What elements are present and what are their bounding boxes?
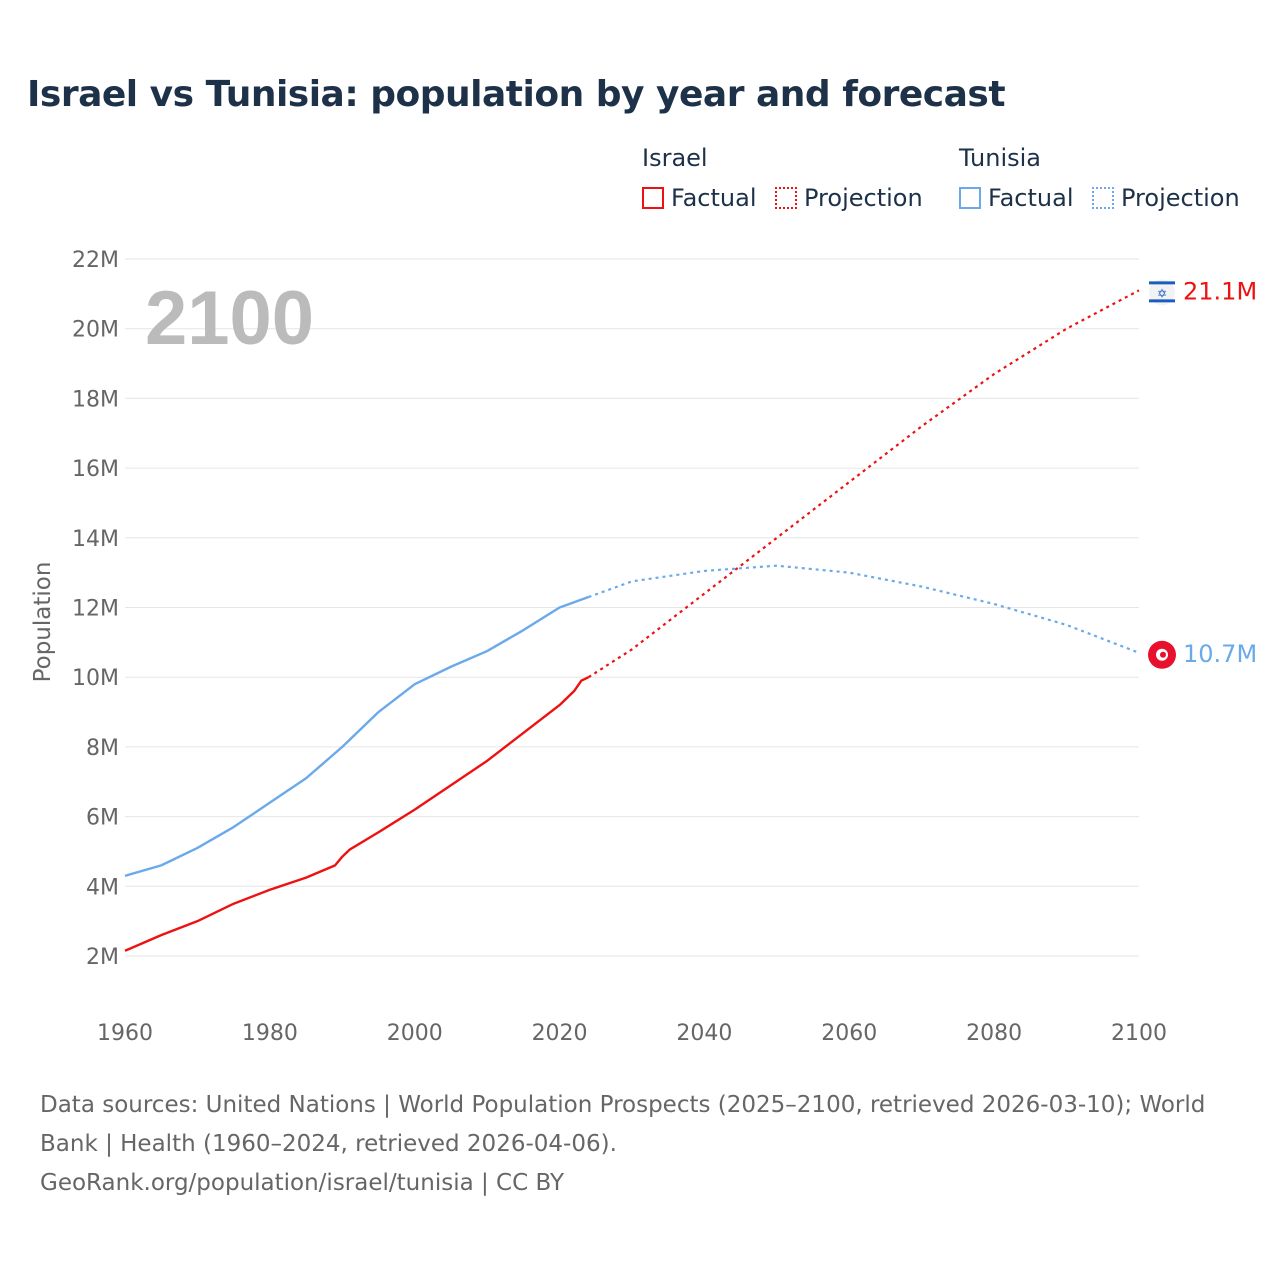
- star-of-david-icon: ✡: [1157, 286, 1167, 300]
- y-tick-label: 4M: [86, 875, 119, 900]
- series-israel-projection-line: [587, 289, 1140, 679]
- y-tick-label: 10M: [72, 666, 119, 691]
- y-tick-label: 2M: [86, 945, 119, 970]
- y-tick-label: 22M: [72, 248, 119, 273]
- y-tick-label: 6M: [86, 806, 119, 831]
- legend-tunisia-heading: Tunisia: [959, 144, 1041, 172]
- x-tick-label: 2000: [387, 1021, 443, 1046]
- legend-tunisia-factual[interactable]: Factual: [959, 184, 1074, 212]
- x-tick-label: 2100: [1111, 1021, 1167, 1046]
- y-tick-label: 20M: [72, 318, 119, 343]
- crescent-icon: [1160, 651, 1166, 658]
- chart-title: Israel vs Tunisia: population by year an…: [27, 74, 1006, 115]
- x-tick-label: 2080: [966, 1021, 1022, 1046]
- series-israel-factual-line: [124, 676, 590, 952]
- tunisia-flag-icon: [1148, 640, 1176, 669]
- series-tunisia-factual-line: [124, 595, 589, 877]
- y-tick-label: 16M: [72, 457, 119, 482]
- y-tick-label: 18M: [72, 387, 119, 412]
- legend-tunisia-projection[interactable]: Projection: [1092, 184, 1240, 212]
- flag-stripe: [1149, 299, 1175, 303]
- legend-label: Projection: [804, 184, 923, 212]
- series-tunisia-projection-line: [588, 564, 1140, 654]
- legend-swatch-solid: [959, 187, 981, 209]
- legend-israel-projection[interactable]: Projection: [775, 184, 923, 212]
- legend-label: Factual: [671, 184, 757, 212]
- end-value-label-israel: 21.1M: [1183, 277, 1257, 305]
- source-note: Data sources: United Nations | World Pop…: [40, 1086, 1240, 1203]
- source-text: Data sources: United Nations | World Pop…: [40, 1092, 1206, 1157]
- y-tick-label: 8M: [86, 736, 119, 761]
- x-tick-label: 2060: [821, 1021, 877, 1046]
- x-tick-label: 2020: [532, 1021, 588, 1046]
- y-axis-label: Population: [30, 562, 56, 683]
- flag-stripe: [1149, 281, 1175, 285]
- legend-label: Factual: [988, 184, 1074, 212]
- legend-swatch-dotted: [775, 187, 797, 209]
- legend-israel-heading: Israel: [642, 144, 708, 172]
- flag-background: [1149, 279, 1175, 306]
- x-tick-label: 1960: [97, 1021, 153, 1046]
- y-tick-label: 14M: [72, 527, 119, 552]
- x-tick-label: 1980: [242, 1021, 298, 1046]
- legend-swatch-dotted: [1092, 187, 1114, 209]
- end-value-label-tunisia: 10.7M: [1183, 640, 1257, 668]
- legend-israel-factual[interactable]: Factual: [642, 184, 757, 212]
- legend-swatch-solid: [642, 187, 664, 209]
- israel-flag-icon: ✡: [1149, 279, 1175, 306]
- x-tick-label: 2040: [676, 1021, 732, 1046]
- year-watermark: 2100: [145, 276, 314, 361]
- legend-label: Projection: [1121, 184, 1240, 212]
- source-link[interactable]: GeoRank.org/population/israel/tunisia | …: [40, 1170, 565, 1196]
- y-tick-label: 12M: [72, 597, 119, 622]
